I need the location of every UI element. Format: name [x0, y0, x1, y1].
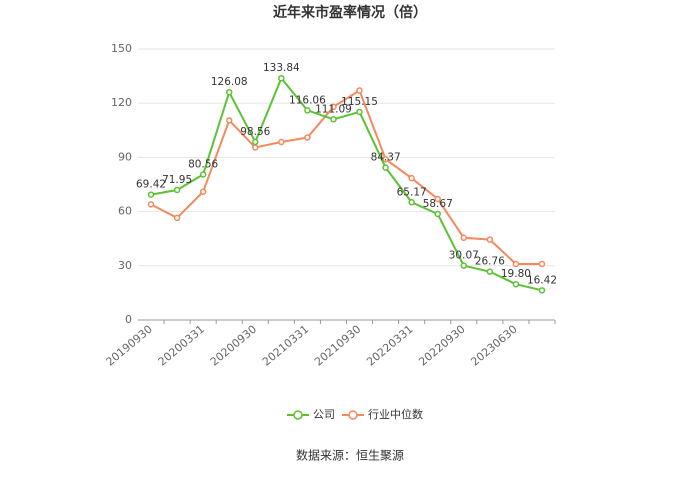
x-tick-label: 20200930	[208, 323, 259, 369]
data-point	[147, 191, 155, 198]
data-point	[252, 138, 259, 146]
data-point	[538, 260, 546, 268]
data-point	[382, 155, 389, 163]
data-label: 19.80	[501, 268, 531, 280]
data-point	[434, 210, 441, 218]
data-label: 69.42	[136, 179, 166, 191]
data-point	[304, 134, 311, 141]
x-tick-label: 20220930	[416, 323, 467, 369]
data-point	[173, 186, 181, 194]
y-tick-label: 90	[118, 150, 132, 163]
data-point	[512, 280, 520, 288]
data-point	[225, 117, 233, 124]
data-label: 16.42	[527, 274, 557, 286]
data-label: 98.56	[240, 126, 270, 138]
data-point	[408, 174, 415, 182]
legend-label: 公司	[313, 408, 335, 421]
data-point	[512, 260, 520, 268]
data-point	[356, 108, 363, 116]
x-tick-label: 20210930	[312, 323, 363, 369]
chart-title: 近年来市盈率情况（倍）	[273, 4, 427, 21]
data-point	[486, 268, 494, 275]
data-point	[486, 236, 494, 243]
data-point	[199, 171, 207, 178]
x-tick-label: 20190930	[104, 323, 155, 369]
data-point	[199, 188, 207, 195]
y-tick-label: 0	[125, 313, 132, 326]
data-label: 115.15	[341, 96, 378, 108]
data-label: 58.67	[423, 198, 453, 210]
data-point	[278, 138, 285, 146]
x-tick-label: 20220331	[364, 323, 415, 369]
data-label: 26.76	[475, 256, 505, 268]
data-point	[460, 262, 468, 269]
legend-marker	[293, 410, 303, 420]
x-tick-label: 20200331	[156, 323, 207, 369]
data-point	[382, 164, 389, 171]
data-point	[408, 199, 415, 206]
data-point	[173, 214, 181, 222]
y-tick-label: 30	[118, 259, 132, 272]
data-point	[434, 195, 441, 203]
data-label: 30.07	[449, 250, 479, 262]
data-point	[538, 287, 546, 294]
data-point	[304, 107, 311, 114]
x-tick-label: 20210331	[260, 323, 311, 369]
data-point	[147, 201, 155, 208]
data-label: 126.08	[211, 76, 248, 88]
legend-label: 行业中位数	[368, 407, 423, 421]
data-point	[252, 144, 259, 151]
y-tick-label: 120	[111, 96, 132, 109]
series-line	[150, 89, 542, 265]
data-label: 133.84	[263, 62, 300, 74]
data-point	[278, 74, 285, 82]
x-tick-label: 20230630	[469, 323, 520, 369]
data-label: 116.06	[289, 94, 326, 106]
y-tick-label: 150	[111, 42, 132, 55]
data-point	[330, 103, 337, 111]
legend-marker	[348, 410, 358, 420]
data-point	[460, 234, 468, 242]
source: 数据来源：恒生聚源	[296, 448, 404, 463]
data-point	[225, 88, 233, 96]
data-label: 111.09	[315, 103, 352, 115]
data-label: 84.37	[371, 152, 401, 164]
data-label: 71.95	[162, 174, 192, 186]
y-tick-label: 60	[118, 205, 132, 218]
data-point	[330, 116, 337, 123]
data-label: 65.17	[397, 186, 427, 198]
data-point	[356, 87, 363, 94]
series-line	[150, 76, 543, 292]
data-label: 80.56	[188, 158, 218, 170]
